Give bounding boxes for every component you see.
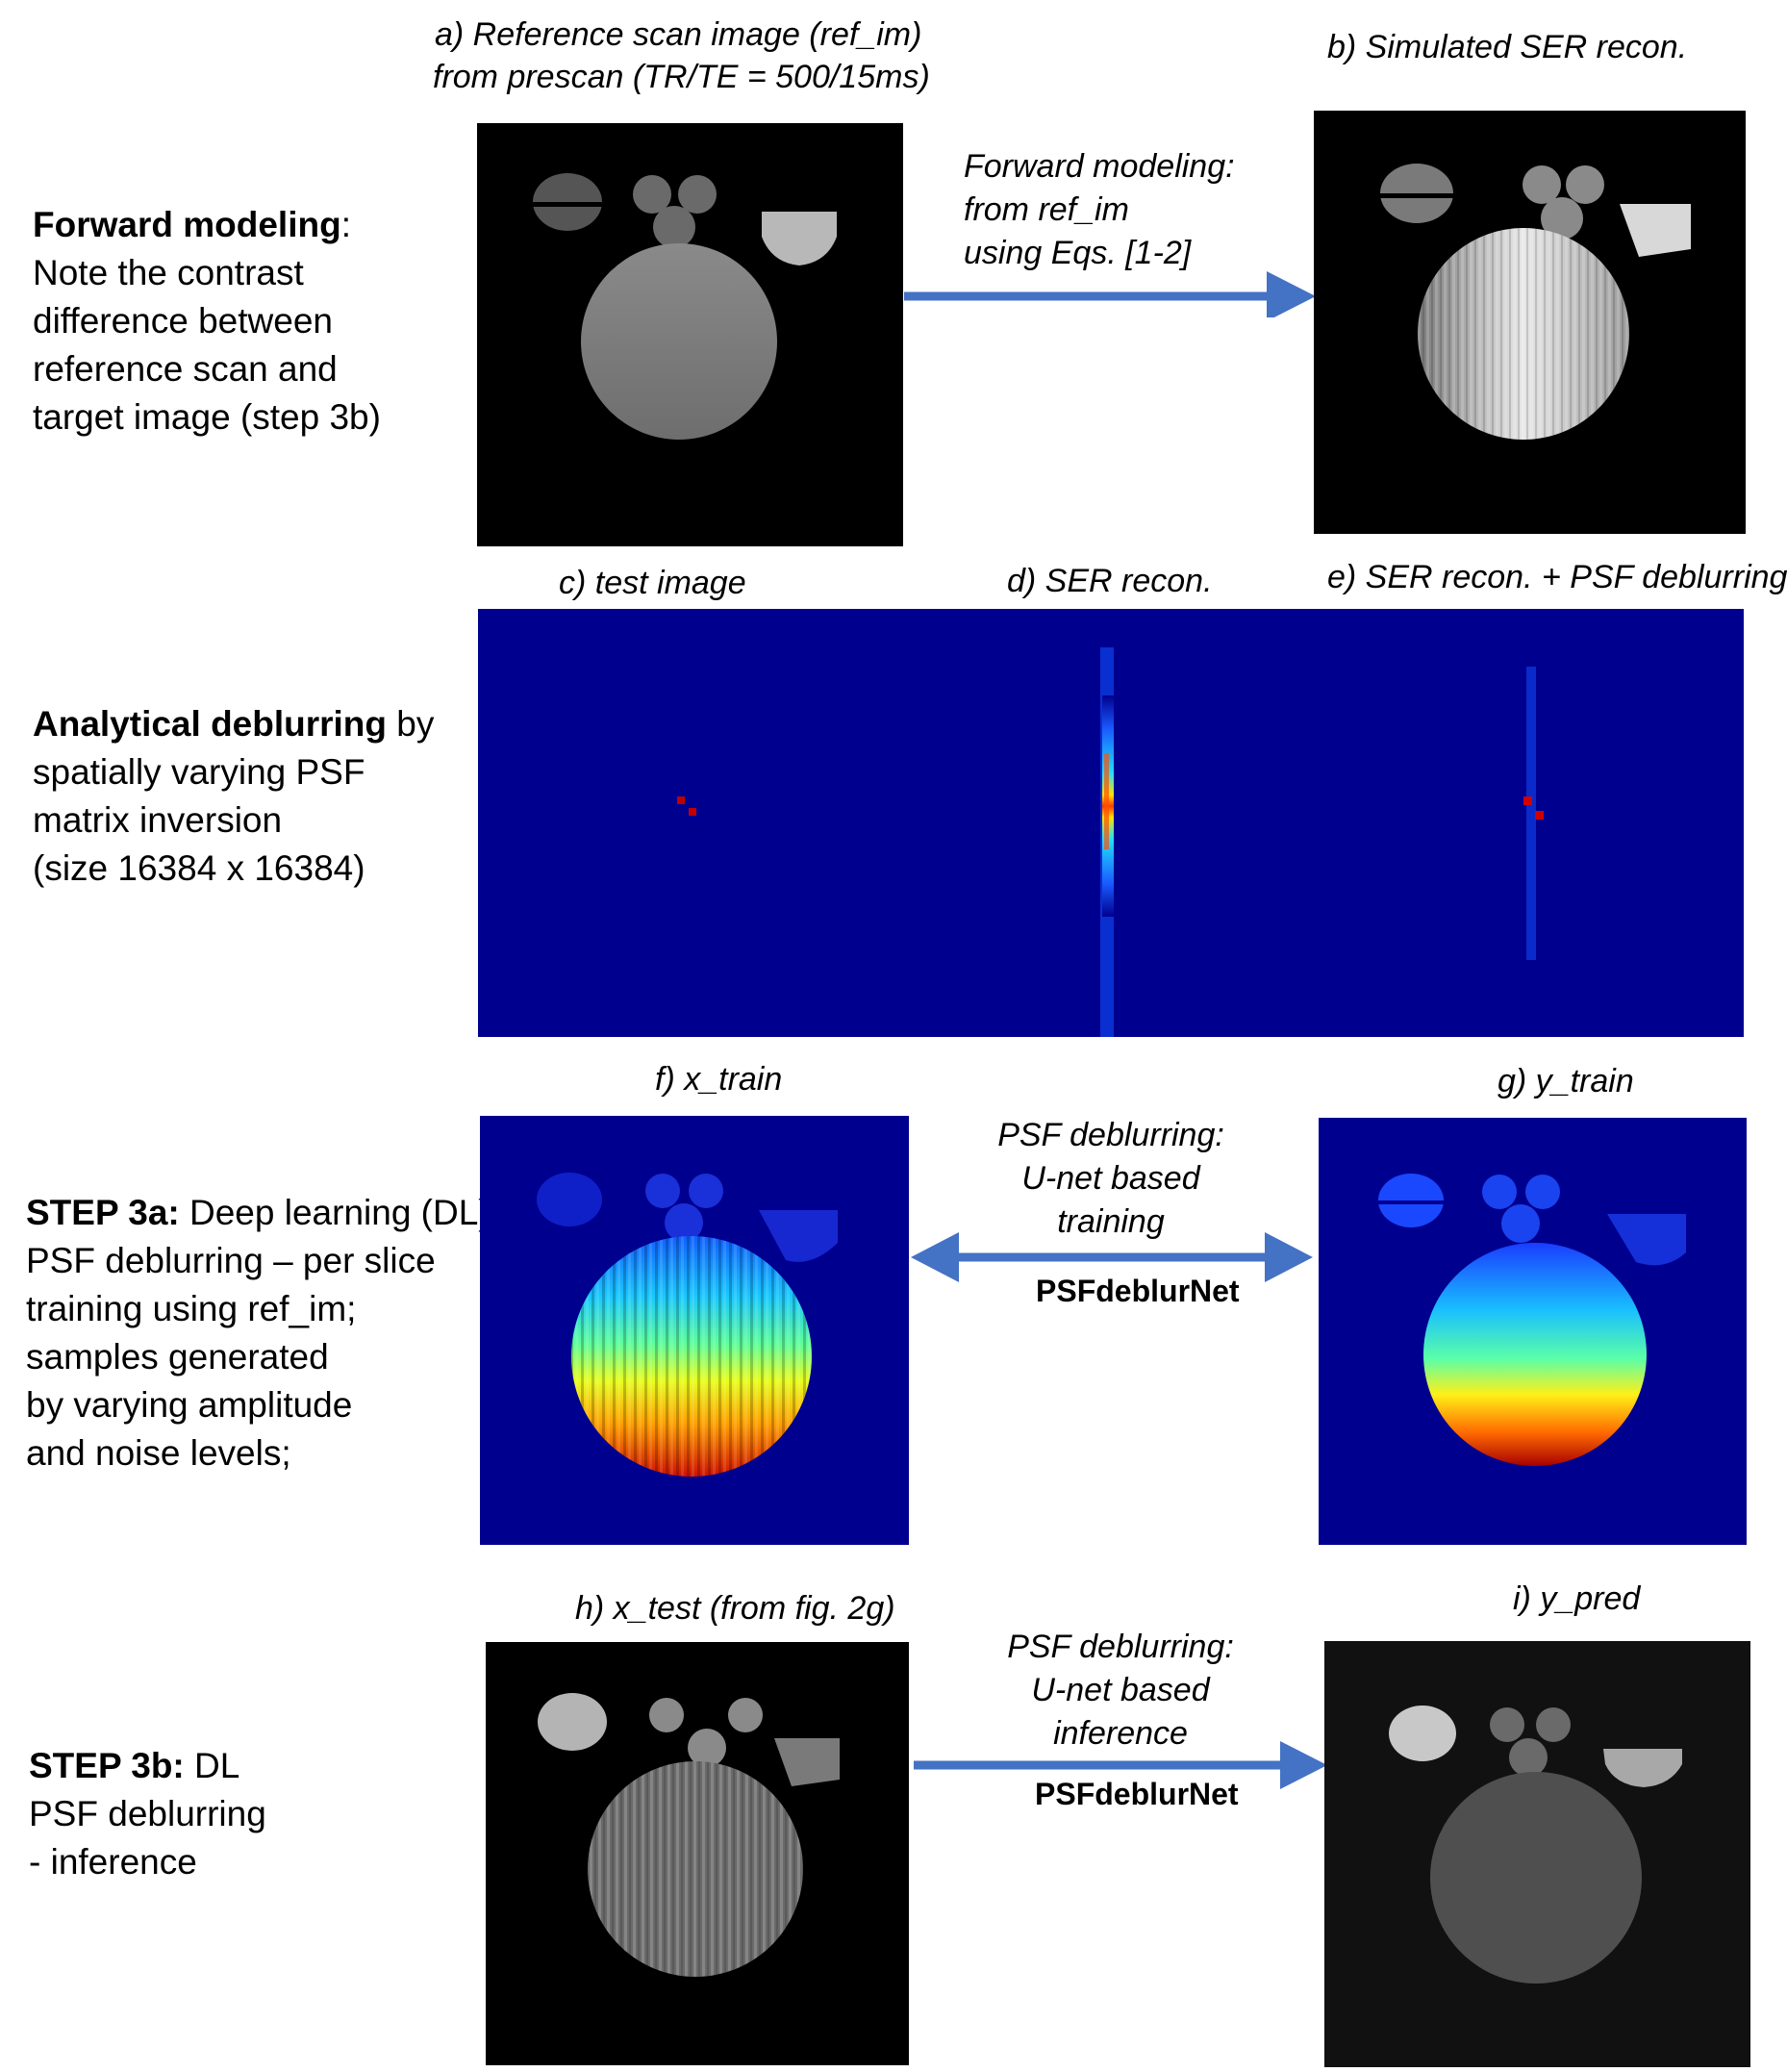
side-bold-label: STEP 3a: [26,1193,180,1232]
side-bold-label: Forward modeling [33,205,341,244]
inference-arrow-label: PSF deblurring: U-net based inference [976,1626,1265,1756]
arrow-label-line: PSF deblurring: [997,1117,1224,1153]
forward-modeling-arrow [904,271,1316,317]
forward-modeling-description: Forward modeling: Note the contrast diff… [33,201,381,442]
panel-h-x-test [486,1642,909,2065]
inference-arrow [914,1741,1327,1789]
side-line: by varying amplitude [26,1385,353,1425]
side-line: (size 16384 x 16384) [33,848,365,888]
side-label-rest: by [387,704,435,744]
side-line: training using ref_im; [26,1289,357,1328]
arrow-label-line: inference [1053,1715,1188,1752]
caption-h: h) x_test (from fig. 2g) [575,1590,895,1627]
side-line: samples generated [26,1337,329,1377]
arrow-label-line: U-net based [1021,1160,1200,1197]
step-3b-description: STEP 3b: DL PSF deblurring - inference [29,1742,266,1886]
side-bold-label: STEP 3b: [29,1746,185,1785]
side-line: PSF deblurring [29,1794,266,1833]
psfdeblurnet-label-train: PSFdeblurNet [1036,1274,1240,1308]
panel-b-simulated-ser-recon [1314,111,1746,534]
caption-c: c) test image [559,565,746,601]
caption-i: i) y_pred [1513,1580,1641,1617]
side-line: and noise levels; [26,1433,291,1473]
panel-i-y-pred [1324,1641,1750,2067]
arrow-label-line: PSF deblurring: [1007,1629,1234,1665]
side-bold-label: Analytical deblurring [33,704,388,744]
panel-a-reference-scan [477,123,903,546]
side-line: reference scan and [33,349,338,389]
arrow-label-line: using Eqs. [1-2] [964,235,1192,271]
training-double-arrow [911,1232,1313,1282]
arrow-label-line: Forward modeling: [964,148,1235,185]
side-label-rest: Deep learning (DL) [179,1193,491,1232]
panel-f-x-train [480,1116,909,1545]
caption-g: g) y_train [1498,1063,1634,1099]
caption-b: b) Simulated SER recon. [1327,29,1688,65]
side-line: PSF deblurring – per slice [26,1241,436,1280]
caption-f: f) x_train [655,1061,783,1098]
side-label-rest: DL [184,1746,240,1785]
side-line: matrix inversion [33,800,283,840]
panel-cde-psf-strip [478,609,1744,1037]
training-arrow-label: PSF deblurring: U-net based training [967,1114,1255,1244]
caption-e: e) SER recon. + PSF deblurring [1327,559,1787,595]
side-line: Note the contrast [33,253,304,292]
caption-a-line2: from prescan (TR/TE = 500/15ms) [433,59,930,95]
arrow-label-line: training [1057,1203,1165,1240]
arrow-label-line: U-net based [1031,1672,1210,1708]
step-3a-description: STEP 3a: Deep learning (DL) PSF deblurri… [26,1189,491,1478]
analytical-deblurring-description: Analytical deblurring by spatially varyi… [33,700,434,893]
psfdeblurnet-label-inference: PSFdeblurNet [1035,1777,1239,1811]
caption-d: d) SER recon. [1007,563,1213,599]
caption-a-line1: a) Reference scan image (ref_im) [435,16,922,53]
side-line: spatially varying PSF [33,752,365,792]
arrow-label-line: from ref_im [964,191,1129,228]
forward-modeling-arrow-label: Forward modeling: from ref_im using Eqs.… [964,145,1235,275]
panel-g-y-train [1319,1118,1747,1545]
side-label-rest: : [340,205,351,244]
side-line: difference between [33,301,333,341]
side-line: target image (step 3b) [33,397,381,437]
side-line: - inference [29,1842,197,1882]
